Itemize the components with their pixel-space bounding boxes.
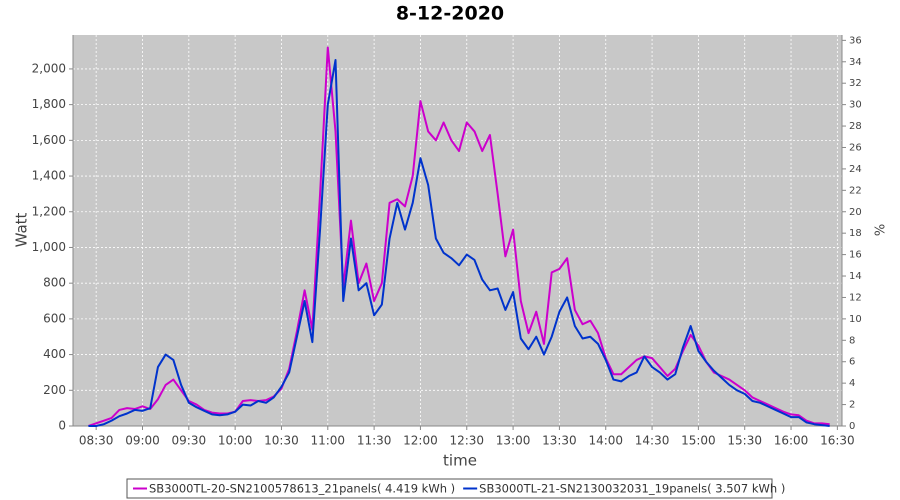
y2-tick-label: 12: [849, 292, 862, 303]
x-tick-label: 09:30: [172, 434, 207, 448]
y-tick-label: 0: [58, 419, 66, 433]
x-tick-label: 11:30: [357, 434, 392, 448]
y-tick-label: 600: [43, 311, 66, 325]
series-line: [88, 59, 830, 427]
x-tick-label: 12:00: [403, 434, 438, 448]
y-tick-label: 1,800: [32, 97, 66, 111]
y-tick-label: 800: [43, 276, 66, 290]
y2-tick-label: 14: [849, 271, 862, 282]
y2-tick-label: 26: [849, 142, 862, 153]
y-tick-label: 400: [43, 347, 66, 361]
y-tick-label: 1,400: [32, 169, 66, 183]
y-tick-label: 2,000: [32, 61, 66, 75]
x-tick-label: 13:00: [496, 434, 531, 448]
x-tick-label: 09:00: [125, 434, 160, 448]
legend-label: SB3000TL-20-SN2100578613_21panels( 4.419…: [149, 482, 455, 496]
y2-tick-label: 18: [849, 228, 862, 239]
legend: [126, 478, 773, 499]
x-tick-label: 14:00: [588, 434, 623, 448]
x-tick-label: 16:30: [820, 434, 855, 448]
y-tick-label: 1,000: [32, 240, 66, 254]
y2-tick-label: 22: [849, 185, 862, 196]
y-axis-label: Watt: [13, 212, 31, 247]
y2-tick-label: 8: [849, 335, 855, 346]
y2-tick-label: 20: [849, 207, 862, 218]
x-tick-label: 10:30: [264, 434, 299, 448]
y2-tick-label: 24: [849, 164, 862, 175]
y2-axis-label: %: [874, 224, 889, 236]
y2-tick-label: 30: [849, 100, 862, 111]
plot-area: [73, 35, 842, 426]
y2-tick-label: 2: [849, 400, 855, 411]
y2-tick-label: 4: [849, 378, 855, 389]
y2-tick-label: 36: [849, 35, 862, 46]
y-tick-label: 1,200: [32, 204, 66, 218]
chart-title: 8-12-2020: [396, 3, 504, 25]
x-axis-label: time: [443, 452, 477, 470]
y-tick-label: 1,600: [32, 133, 66, 147]
x-tick-label: 14:30: [635, 434, 670, 448]
x-tick-label: 13:30: [542, 434, 577, 448]
y2-tick-label: 0: [849, 421, 855, 432]
x-tick-label: 15:30: [727, 434, 762, 448]
x-tick-label: 10:00: [218, 434, 253, 448]
y2-tick-label: 10: [849, 314, 862, 325]
x-tick-label: 12:30: [449, 434, 484, 448]
x-tick-label: 15:00: [681, 434, 716, 448]
y2-tick-label: 32: [849, 78, 862, 89]
x-tick-label: 16:00: [774, 434, 809, 448]
x-tick-label: 11:00: [310, 434, 345, 448]
x-tick-label: 08:30: [79, 434, 114, 448]
y2-tick-label: 34: [849, 57, 862, 68]
legend-label: SB3000TL-21-SN2130032031_19panels( 3.507…: [479, 482, 785, 496]
y-tick-label: 200: [43, 383, 66, 397]
y2-tick-label: 6: [849, 357, 855, 368]
y2-tick-label: 28: [849, 121, 862, 132]
y2-tick-label: 16: [849, 250, 862, 261]
